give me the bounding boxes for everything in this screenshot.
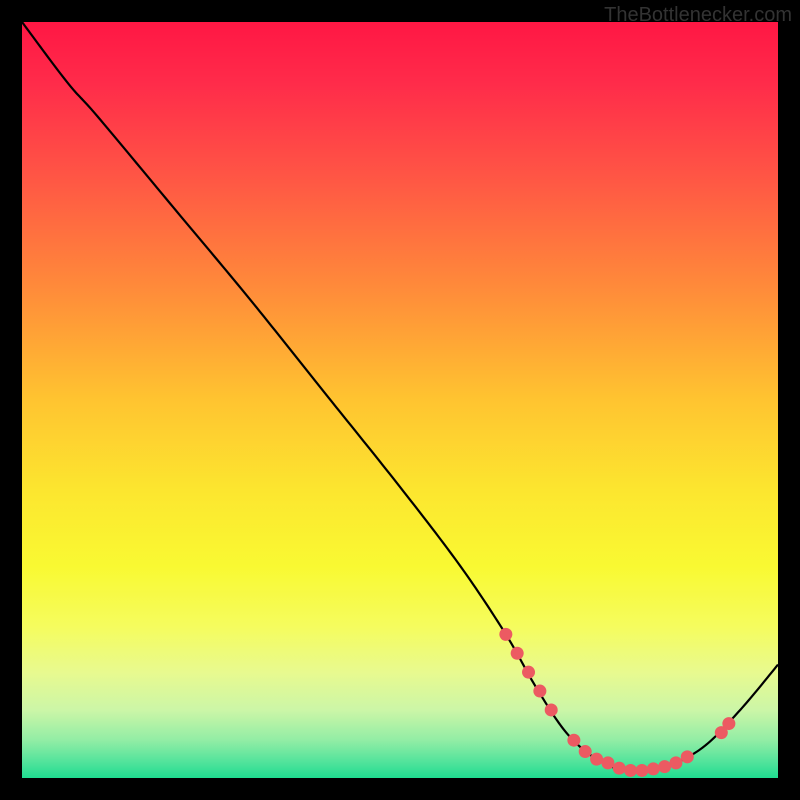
marker-dot [590,753,603,766]
marker-dot [635,764,648,777]
marker-dot [545,703,558,716]
marker-dot [681,750,694,763]
marker-dot [601,756,614,769]
marker-dot [522,666,535,679]
marker-dot [613,762,626,775]
marker-dot [647,762,660,775]
marker-dot [567,734,580,747]
marker-dot [669,756,682,769]
marker-dot [722,717,735,730]
marker-dot [499,628,512,641]
marker-dot [624,764,637,777]
marker-dot [658,760,671,773]
chart-svg [22,22,778,778]
marker-dot [511,647,524,660]
watermark-text: TheBottlenecker.com [604,4,792,27]
marker-dot [579,745,592,758]
bottleneck-chart [22,22,778,778]
chart-background [22,22,778,778]
marker-dot [533,685,546,698]
